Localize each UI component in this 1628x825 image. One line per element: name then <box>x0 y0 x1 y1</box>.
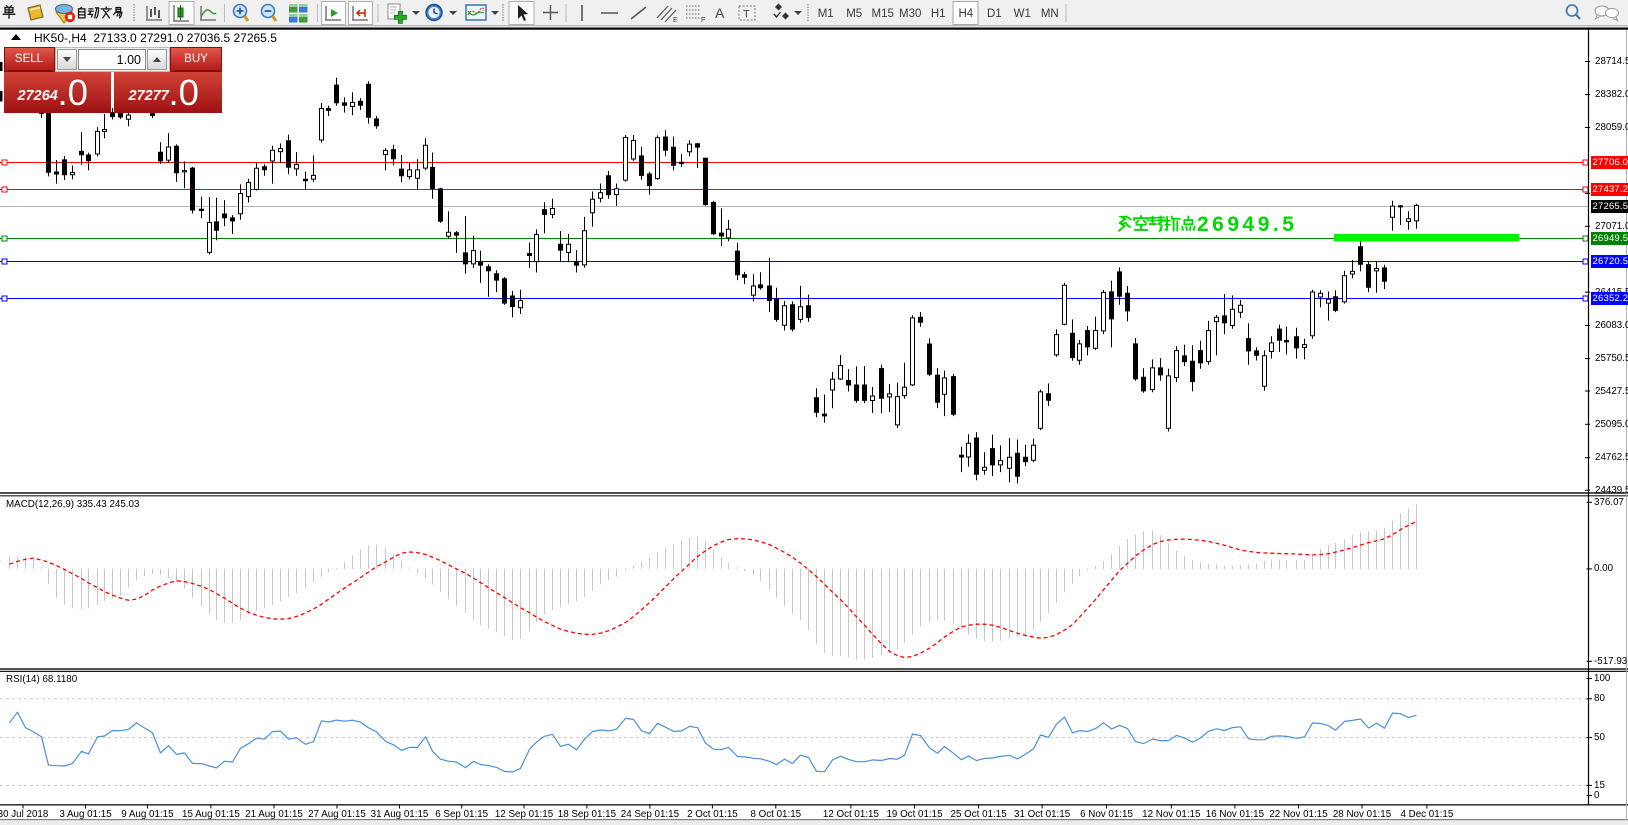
svg-text:H4: H4 <box>958 8 973 20</box>
svg-text:M1: M1 <box>818 8 834 20</box>
svg-text:MN: MN <box>1041 8 1059 20</box>
svg-text:M30: M30 <box>899 8 921 20</box>
svg-text:M15: M15 <box>872 8 894 20</box>
svg-text:M5: M5 <box>846 8 862 20</box>
svg-text:H1: H1 <box>931 8 946 20</box>
svg-text:T: T <box>743 9 750 21</box>
svg-text:E: E <box>673 17 678 24</box>
svg-text:A: A <box>715 5 725 21</box>
svg-text:W1: W1 <box>1014 8 1031 20</box>
svg-text:D1: D1 <box>987 8 1002 20</box>
svg-text:F: F <box>701 17 705 24</box>
